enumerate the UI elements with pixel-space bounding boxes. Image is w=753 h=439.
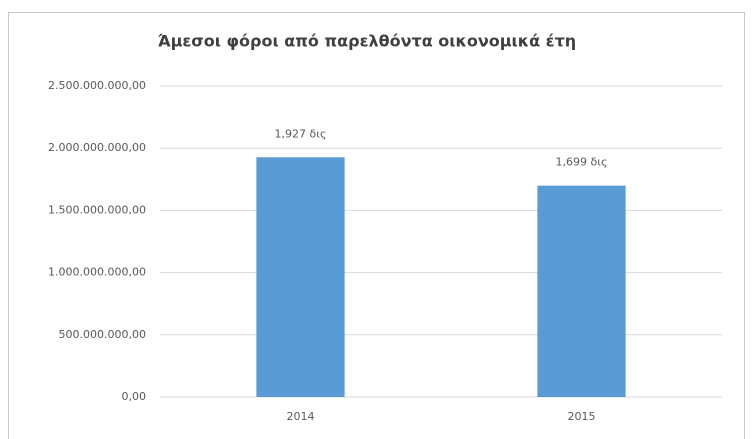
y-tick-label: 2.000.000.000,00	[48, 141, 146, 154]
chart-border	[8, 12, 745, 439]
chart-title: Άμεσοι φόροι από παρελθόντα οικονομικά έ…	[158, 32, 576, 51]
bar	[537, 185, 626, 397]
data-label: 1,927 δις	[275, 127, 327, 140]
x-tick-label: 2014	[287, 410, 315, 423]
y-tick-label: 0,00	[122, 390, 147, 403]
y-tick-label: 500.000.000,00	[59, 328, 146, 341]
y-tick-label: 2.500.000.000,00	[48, 79, 146, 92]
bar	[256, 157, 345, 397]
y-tick-label: 1.000.000.000,00	[48, 266, 146, 279]
y-tick-label: 1.500.000.000,00	[48, 203, 146, 216]
data-label: 1,699 δις	[556, 156, 608, 169]
x-tick-label: 2015	[568, 410, 596, 423]
